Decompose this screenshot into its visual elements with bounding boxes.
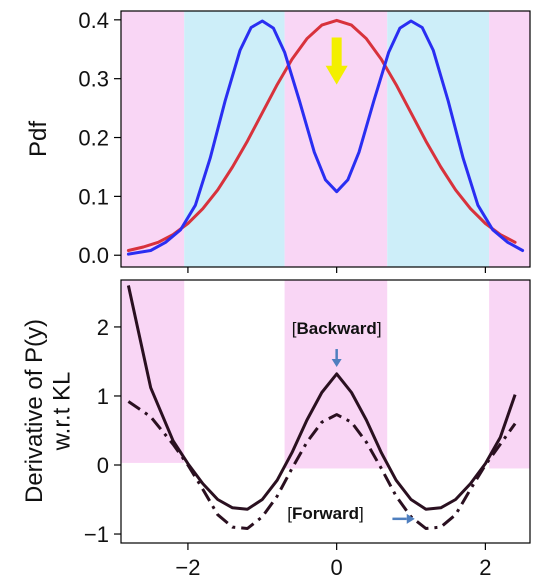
derivative-band-2 — [489, 280, 530, 469]
pdf-series-line-0 — [126, 18, 517, 252]
pdf-series-line-1 — [126, 19, 525, 256]
derivative-x-ticks: −2 0 2 — [175, 543, 492, 580]
derivative-ytick-label: 1 — [97, 384, 109, 409]
annotation-bracket-close: ] — [377, 319, 382, 338]
annotation-arrow-icon — [406, 513, 415, 524]
pdf-chart: 0.0 0.1 0.2 0.3 0.4 Pdf — [25, 8, 531, 273]
derivative-ytick-label: 2 — [97, 315, 109, 340]
derivative-xtick-label: 2 — [479, 555, 491, 580]
pdf-band-4 — [489, 11, 530, 267]
pdf-ytick-label: 0.3 — [78, 67, 109, 92]
pdf-background-bands — [121, 11, 530, 267]
derivative-background-bands — [121, 280, 530, 469]
yellow-down-arrow-icon — [325, 37, 348, 85]
pdf-ytick-label: 0.1 — [78, 184, 109, 209]
derivative-plot-frame — [120, 279, 531, 544]
pdf-ytick-label: 0.2 — [78, 126, 109, 151]
derivative-ytick-label: 0 — [97, 453, 109, 478]
pdf-ylabel: Pdf — [25, 121, 52, 157]
pdf-plot-frame — [120, 10, 531, 268]
annotation-bracket-close: ] — [359, 504, 364, 523]
derivative-ylabel: Derivative of P(y)w.r.t KL — [21, 319, 76, 503]
pdf-band-3 — [387, 11, 490, 267]
derivative-annotations: [Backward][Forward] — [287, 319, 415, 524]
pdf-series — [126, 18, 525, 256]
derivative-ylabel-line: w.r.t KL — [49, 372, 76, 452]
derivative-ytick-label: −1 — [84, 522, 109, 547]
derivative-y-ticks: −1 0 1 2 — [84, 315, 121, 547]
annotation-arrow-icon — [331, 358, 342, 367]
pdf-band-1 — [184, 11, 285, 267]
annotation-label-0: [Backward] — [292, 319, 382, 338]
derivative-ylabel-line: Derivative of P(y) — [21, 319, 48, 503]
pdf-band-0 — [121, 11, 185, 267]
annotation-text: Backward — [296, 319, 376, 338]
derivative-series — [126, 285, 517, 530]
pdf-marker — [325, 37, 348, 85]
pdf-ytick-label: 0.0 — [78, 243, 109, 268]
annotation-label-1: [Forward] — [287, 504, 364, 523]
annotation-text: Forward — [292, 504, 359, 523]
derivative-band-0 — [121, 280, 185, 463]
pdf-y-ticks: 0.0 0.1 0.2 0.3 0.4 — [78, 8, 121, 268]
derivative-series-line-1 — [127, 400, 517, 530]
pdf-x-ticks — [187, 267, 486, 273]
pdf-ytick-label: 0.4 — [78, 8, 109, 33]
annotation-bracket-open: [ — [292, 319, 297, 338]
derivative-xtick-label: −2 — [175, 555, 200, 580]
annotation-bracket-open: [ — [287, 504, 292, 523]
derivative-series-line-0 — [126, 285, 517, 511]
derivative-xtick-label: 0 — [331, 555, 343, 580]
